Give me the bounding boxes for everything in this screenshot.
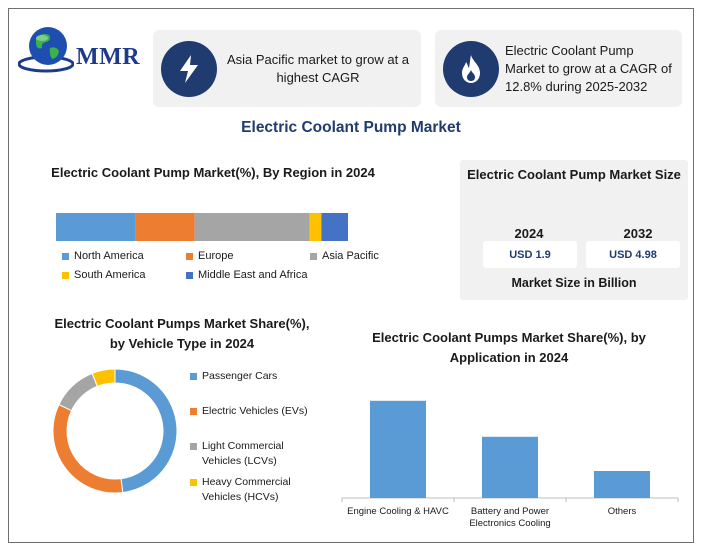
region-legend-item: North America bbox=[62, 250, 144, 262]
vehicle-legend-item: Heavy Commercial Vehicles (HCVs) bbox=[190, 475, 291, 505]
bar-others bbox=[594, 471, 650, 498]
year-2024-label: 2024 bbox=[514, 226, 544, 241]
x-tick-label: Engine Cooling & HAVC bbox=[347, 506, 449, 517]
legend-swatch bbox=[190, 479, 197, 486]
market-size-caption: Market Size in Billion bbox=[511, 276, 637, 290]
banner-cagr: Electric Coolant Pump Market to grow at … bbox=[435, 30, 682, 107]
bar-engine-cooling-havc bbox=[370, 400, 426, 498]
region-legend-label: North America bbox=[74, 250, 144, 262]
donut-slice-electric-vehicles-evs bbox=[52, 403, 124, 494]
vehicle-legend-label: Light Commercial Vehicles (LCVs) bbox=[202, 440, 284, 467]
region-segment-south-america bbox=[309, 213, 322, 241]
region-segment-middle-east-and-africa bbox=[321, 213, 348, 241]
region-legend-item: Europe bbox=[186, 250, 233, 262]
globe-icon bbox=[18, 27, 74, 73]
x-tick-label: Battery and Power bbox=[471, 506, 549, 517]
value-2024-box: USD 1.9 bbox=[483, 241, 577, 268]
vehicle-legend-label: Passenger Cars bbox=[202, 370, 278, 382]
donut-slice-light-commercial-vehicles-lcvs bbox=[58, 372, 98, 412]
market-size-panel: Electric Coolant Pump Market Size 2024 U… bbox=[460, 160, 688, 300]
region-legend-item: Middle East and Africa bbox=[186, 269, 307, 281]
legend-swatch bbox=[186, 271, 193, 279]
value-2032: USD 4.98 bbox=[609, 248, 657, 261]
region-legend-label: Europe bbox=[198, 250, 234, 262]
legend-swatch bbox=[62, 252, 69, 260]
x-tick-label: Electronics Cooling bbox=[469, 518, 550, 529]
application-bar-chart: Engine Cooling & HAVC Battery and PowerEl… bbox=[341, 400, 679, 529]
mmr-logo: MMR bbox=[18, 24, 148, 76]
infographic-frame bbox=[8, 8, 694, 543]
vehicle-legend-label: Heavy Commercial Vehicles (HCVs) bbox=[202, 476, 291, 503]
vehicle-legend-label: Electric Vehicles (EVs) bbox=[202, 405, 308, 417]
banner-asia-pacific: Asia Pacific market to grow at a highest… bbox=[153, 30, 421, 107]
flame-icon bbox=[462, 55, 480, 83]
legend-swatch bbox=[310, 252, 317, 260]
logo-text: MMR bbox=[76, 44, 141, 70]
vehicle-donut-chart bbox=[52, 368, 178, 494]
banner-text: Asia Pacific market to grow at a highest… bbox=[226, 51, 410, 85]
region-stacked-bar bbox=[56, 213, 348, 241]
main-title: Electric Coolant Pump Market bbox=[241, 119, 461, 136]
region-legend-item: Asia Pacific bbox=[310, 250, 379, 262]
lightning-bolt-icon bbox=[180, 55, 198, 83]
application-chart-title: Electric Coolant Pumps Market Share(%), … bbox=[372, 330, 646, 365]
vehicle-legend-item: Light Commercial Vehicles (LCVs) bbox=[190, 439, 284, 469]
legend-swatch bbox=[62, 271, 69, 279]
region-legend-label: Middle East and Africa bbox=[198, 269, 308, 281]
donut-slice-passenger-cars bbox=[114, 368, 178, 494]
banner-icon-circle bbox=[443, 41, 499, 97]
value-2024: USD 1.9 bbox=[509, 248, 551, 261]
bar-battery-and-power-electronics-cooling bbox=[482, 436, 538, 498]
legend-swatch bbox=[190, 373, 197, 380]
region-segment-asia-pacific bbox=[194, 213, 310, 241]
legend-swatch bbox=[190, 443, 197, 450]
vehicle-chart-title: Electric Coolant Pumps Market Share(%), … bbox=[54, 316, 310, 351]
value-2032-box: USD 4.98 bbox=[586, 241, 680, 268]
donut-slice-heavy-commercial-vehicles-hcvs bbox=[91, 368, 116, 388]
banner-text: Electric Coolant Pump Market to grow at … bbox=[505, 42, 672, 94]
vehicle-legend-item: Electric Vehicles (EVs) bbox=[190, 404, 308, 419]
region-legend-item: South America bbox=[62, 269, 146, 281]
region-segment-north-america bbox=[56, 213, 136, 241]
region-legend-label: South America bbox=[74, 269, 146, 281]
legend-swatch bbox=[186, 252, 193, 260]
region-chart-title: Electric Coolant Pump Market(%), By Regi… bbox=[51, 165, 375, 180]
market-size-title: Electric Coolant Pump Market Size bbox=[467, 167, 681, 182]
region-legend-label: Asia Pacific bbox=[322, 250, 379, 262]
legend-swatch bbox=[190, 408, 197, 415]
x-tick-label: Others bbox=[608, 506, 637, 517]
banner-icon-circle bbox=[161, 41, 217, 97]
region-segment-europe bbox=[135, 213, 195, 241]
vehicle-legend-item: Passenger Cars bbox=[190, 369, 277, 384]
year-2032-label: 2032 bbox=[623, 226, 653, 241]
